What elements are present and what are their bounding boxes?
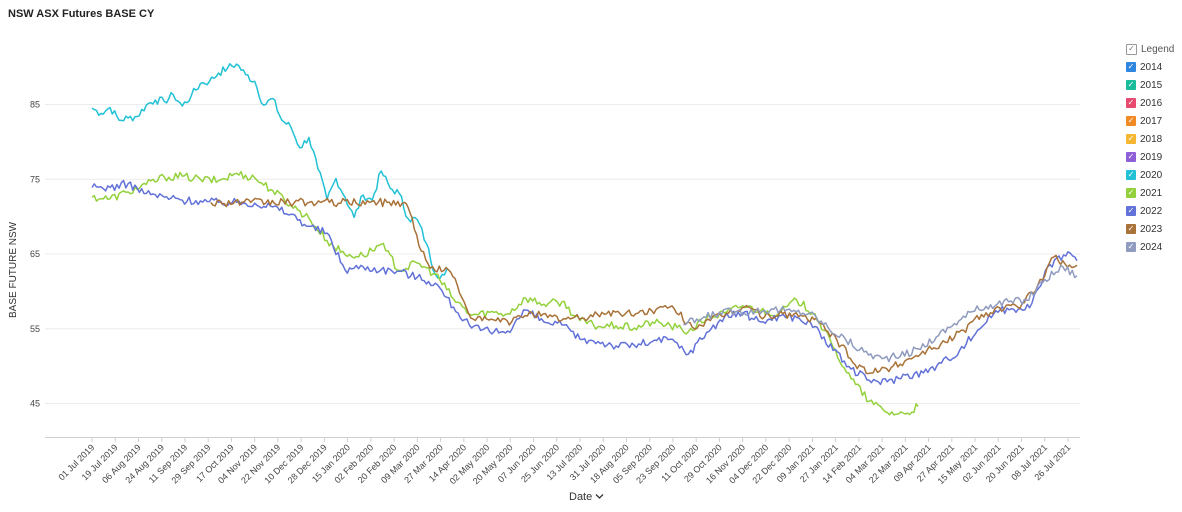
y-tick-label: 45 (30, 399, 40, 409)
series-line-2023 (210, 197, 1078, 375)
legend-label: 2021 (1140, 187, 1163, 199)
legend-item-2023[interactable]: ✓ 2023 (1126, 220, 1182, 238)
legend-label: 2019 (1140, 151, 1163, 163)
legend-label: 2023 (1140, 223, 1163, 235)
legend: ✓ Legend ✓ 2014 ✓ 2015 ✓ 2016 ✓ 2017 ✓ 2018 ✓ 2019 ✓… (1126, 40, 1182, 256)
legend-item-2020[interactable]: ✓ 2020 (1126, 166, 1182, 184)
legend-item-2024[interactable]: ✓ 2024 (1126, 238, 1182, 256)
legend-title: Legend (1141, 43, 1175, 55)
legend-label: 2014 (1140, 61, 1163, 73)
legend-checkbox[interactable]: ✓ (1126, 188, 1136, 198)
legend-checkbox[interactable]: ✓ (1126, 98, 1136, 108)
legend-checkbox[interactable]: ✓ (1126, 62, 1136, 72)
legend-label: 2016 (1140, 97, 1163, 109)
y-tick-label: 75 (30, 174, 40, 184)
series-line-2021 (91, 170, 919, 416)
legend-checkbox[interactable]: ✓ (1126, 170, 1136, 180)
legend-label: 2022 (1140, 205, 1163, 217)
legend-item-2015[interactable]: ✓ 2015 (1126, 76, 1182, 94)
legend-item-2014[interactable]: ✓ 2014 (1126, 58, 1182, 76)
series-lines (91, 63, 1078, 416)
legend-checkbox[interactable]: ✓ (1126, 116, 1136, 126)
legend-toggle-all-checkbox[interactable]: ✓ (1126, 43, 1137, 55)
legend-checkbox[interactable]: ✓ (1126, 134, 1136, 144)
legend-item-2022[interactable]: ✓ 2022 (1126, 202, 1182, 220)
series-line-2022 (91, 179, 1078, 386)
legend-item-2019[interactable]: ✓ 2019 (1126, 148, 1182, 166)
chevron-down-icon (595, 491, 604, 503)
chart-title: NSW ASX Futures BASE CY (8, 8, 155, 20)
legend-item-2018[interactable]: ✓ 2018 (1126, 130, 1182, 148)
x-axis-title: Date (569, 491, 593, 503)
legend-label: 2024 (1140, 241, 1163, 253)
legend-item-2016[interactable]: ✓ 2016 (1126, 94, 1182, 112)
legend-checkbox[interactable]: ✓ (1126, 206, 1136, 216)
y-tick-label: 85 (30, 100, 40, 110)
legend-label: 2018 (1140, 133, 1163, 145)
legend-label: 2015 (1140, 79, 1163, 91)
series-line-2020 (91, 63, 448, 280)
grid-lines (45, 104, 1080, 404)
legend-label: 2020 (1140, 169, 1163, 181)
legend-checkbox[interactable]: ✓ (1126, 224, 1136, 234)
legend-header[interactable]: ✓ Legend (1126, 40, 1182, 58)
y-axis-ticks: 45 55 65 75 85 (30, 100, 40, 409)
x-axis-date-selector[interactable]: Date (569, 491, 604, 503)
legend-item-2017[interactable]: ✓ 2017 (1126, 112, 1182, 130)
legend-checkbox[interactable]: ✓ (1126, 80, 1136, 90)
legend-checkbox[interactable]: ✓ (1126, 242, 1136, 252)
y-tick-label: 55 (30, 324, 40, 334)
legend-checkbox[interactable]: ✓ (1126, 152, 1136, 162)
series-line-2024 (683, 264, 1078, 363)
legend-item-2021[interactable]: ✓ 2021 (1126, 184, 1182, 202)
legend-label: 2017 (1140, 115, 1163, 127)
y-tick-label: 65 (30, 249, 40, 259)
y-axis-title: BASE FUTURE NSW (8, 221, 19, 318)
